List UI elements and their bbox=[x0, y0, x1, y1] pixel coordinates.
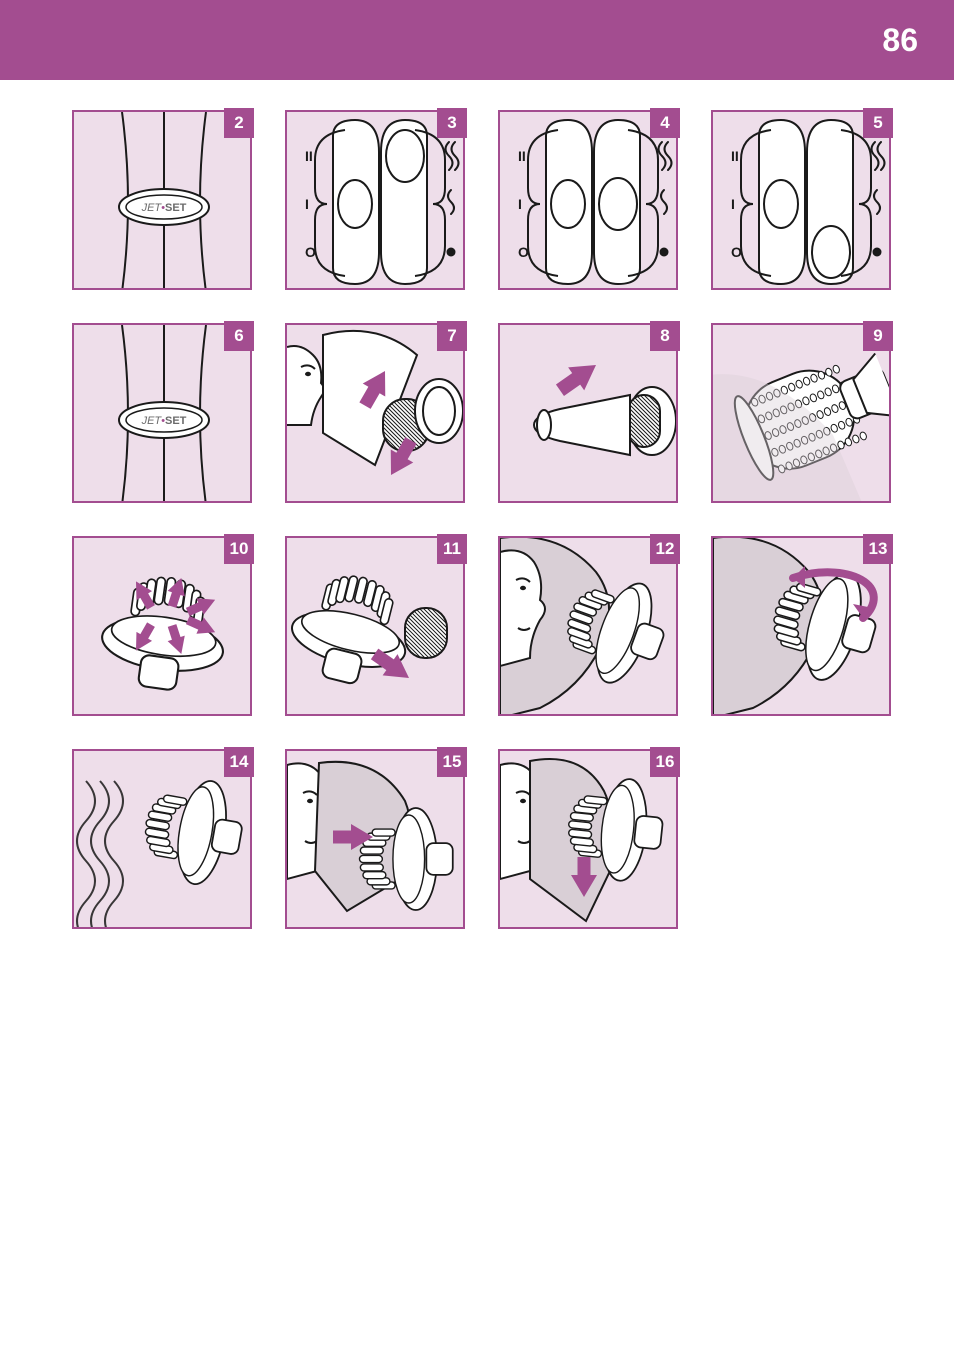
svg-text:II: II bbox=[305, 148, 313, 164]
figure-5-number-badge: 5 bbox=[863, 108, 893, 138]
figure-15-number-badge: 15 bbox=[437, 747, 467, 777]
svg-text:I: I bbox=[518, 196, 522, 212]
figure-7: 7 bbox=[285, 323, 465, 503]
figure-2: JET•SET 2 bbox=[72, 110, 252, 290]
figure-2-number-badge: 2 bbox=[224, 108, 254, 138]
svg-text:I: I bbox=[305, 196, 309, 212]
figure-14: 14 bbox=[72, 749, 252, 929]
page-header: 86 bbox=[0, 0, 954, 80]
figure-15: 15 bbox=[285, 749, 465, 929]
figure-grid: JET•SET 2 IIIO 3 IIIO 4 IIIO 5 bbox=[0, 80, 954, 929]
figure-6: JET•SET 6 bbox=[72, 323, 252, 503]
svg-text:II: II bbox=[518, 148, 526, 164]
figure-11: 11 bbox=[285, 536, 465, 716]
figure-12: 12 bbox=[498, 536, 678, 716]
figure-16: 16 bbox=[498, 749, 678, 929]
figure-6-number-badge: 6 bbox=[224, 321, 254, 351]
svg-text:JET•SET: JET•SET bbox=[141, 202, 187, 214]
figure-4-number-badge: 4 bbox=[650, 108, 680, 138]
figure-11-number-badge: 11 bbox=[437, 534, 467, 564]
page-number: 86 bbox=[882, 22, 918, 59]
figure-12-number-badge: 12 bbox=[650, 534, 680, 564]
figure-9-number-badge: 9 bbox=[863, 321, 893, 351]
svg-text:O: O bbox=[518, 244, 529, 260]
svg-text:I: I bbox=[731, 196, 735, 212]
figure-14-number-badge: 14 bbox=[224, 747, 254, 777]
svg-text:II: II bbox=[731, 148, 739, 164]
figure-10: 10 bbox=[72, 536, 252, 716]
figure-10-number-badge: 10 bbox=[224, 534, 254, 564]
figure-7-number-badge: 7 bbox=[437, 321, 467, 351]
figure-13: 13 bbox=[711, 536, 891, 716]
figure-4: IIIO 4 bbox=[498, 110, 678, 290]
figure-8: 8 bbox=[498, 323, 678, 503]
svg-text:O: O bbox=[731, 244, 742, 260]
figure-8-number-badge: 8 bbox=[650, 321, 680, 351]
figure-3-number-badge: 3 bbox=[437, 108, 467, 138]
figure-3: IIIO 3 bbox=[285, 110, 465, 290]
figure-13-number-badge: 13 bbox=[863, 534, 893, 564]
figure-5: IIIO 5 bbox=[711, 110, 891, 290]
figure-9: 9 bbox=[711, 323, 891, 503]
figure-16-number-badge: 16 bbox=[650, 747, 680, 777]
svg-text:O: O bbox=[305, 244, 316, 260]
svg-text:JET•SET: JET•SET bbox=[141, 415, 187, 427]
